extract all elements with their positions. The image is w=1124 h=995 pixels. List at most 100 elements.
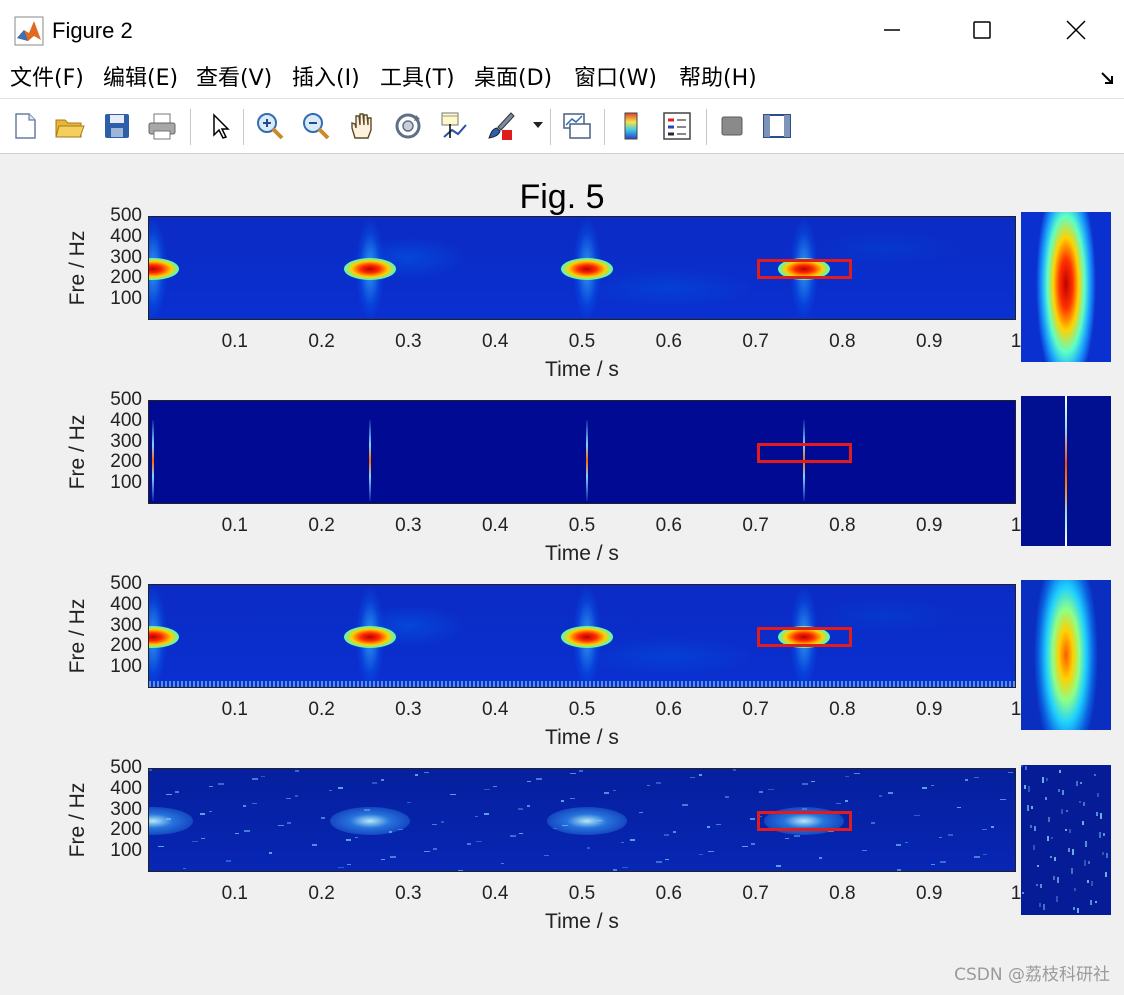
hide-plot-tools-button[interactable] [713,107,751,145]
noise-speck [294,770,299,772]
minimize-button[interactable] [846,0,938,60]
zoom-inset-4[interactable] [1021,765,1111,915]
y-axis-label: Fre / Hz [66,414,89,490]
noise-speck [776,865,781,867]
y-tick-label: 500 [110,573,142,594]
inset-speck [1025,765,1028,770]
inset-speck [1071,849,1074,856]
menu-window[interactable]: 窗口(W) [574,66,657,91]
y-tick-label: 300 [110,430,142,452]
brush-button[interactable] [482,107,520,145]
noise-speck [286,822,291,824]
inset-speck [1070,868,1073,875]
menu-view[interactable]: 查看(V) [196,66,273,91]
noise-speck [484,813,489,815]
menu-tools[interactable]: 工具(T) [380,66,455,91]
spectrogram-axes-3[interactable] [148,584,1016,688]
inset-speck [1096,793,1099,798]
save-icon [105,114,129,138]
highlight-box [756,258,853,280]
inset-speck [1093,773,1096,776]
inset-speck [1054,856,1057,861]
zoom-out-button[interactable] [297,107,335,145]
dock-arrow-icon[interactable] [1100,70,1116,86]
inset-speck [1072,907,1075,911]
noise-speck [888,792,893,794]
zoom-out-icon [303,113,330,140]
y-tick-label: 400 [110,593,142,615]
maximize-button[interactable] [936,0,1028,60]
y-tick-label: 100 [110,288,142,310]
inset-speck [1036,864,1039,867]
menu-bar: 文件(F) 编辑(E) 查看(V) 插入(I) 工具(T) 桌面(D) 窗口(W… [0,60,1124,99]
close-button[interactable] [1030,0,1122,60]
link-plot-button[interactable] [558,107,596,145]
data-cursor-button[interactable] [435,107,473,145]
zoom-in-icon [257,113,284,140]
save-button[interactable] [98,107,136,145]
menu-edit[interactable]: 编辑(E) [103,66,179,91]
noise-speck [312,844,317,846]
inset-speck [1105,853,1108,859]
figure-canvas: Fig. 5 500 400 300 200 100 0.1 0.2 0.3 0.4 0.5 0.6… [0,154,1124,995]
rotate-3d-button[interactable] [389,107,427,145]
noise-speck [896,844,901,846]
noise-speck [363,809,370,811]
noise-speck [561,824,568,827]
noise-speck [466,843,471,845]
spectrogram-axes-4[interactable] [148,768,1016,872]
menu-insert[interactable]: 插入(I) [292,66,360,91]
noise-speck [810,780,815,783]
print-button[interactable] [143,107,181,145]
show-plot-tools-button[interactable] [758,107,796,145]
x-tick-label: 1 [1010,515,1022,536]
menu-file[interactable]: 文件(F) [10,66,84,91]
x-tick-label: 0.7 [742,331,769,352]
noise-speck [226,860,231,862]
inset-speck [1022,892,1024,894]
y-tick-label: 300 [110,798,142,820]
open-file-button[interactable] [51,107,89,145]
y-tick-label: 500 [110,205,142,226]
watermark: CSDN @荔枝科研社 [954,965,1110,985]
x-tick-label: 0.2 [308,699,335,720]
x-tick-label: 1 [1010,699,1022,720]
inset-speck [1053,875,1056,880]
noise-speck [965,779,968,781]
spectrogram-axes-1[interactable] [148,216,1016,320]
zoom-inset-2[interactable] [1021,396,1111,546]
energy-peak-4 [778,626,831,648]
inset-speck [1046,836,1049,842]
zoom-in-button[interactable] [251,107,289,145]
zoom-inset-1[interactable] [1021,212,1111,362]
inset-speck [1101,852,1104,856]
menu-desktop[interactable]: 桌面(D) [474,66,553,91]
x-tick-label: 0.1 [221,699,248,720]
spectrogram-axes-2[interactable] [148,400,1016,504]
inset-speck [1090,899,1093,905]
noise-speck [750,818,755,820]
noise-speck [870,822,875,824]
zoom-inset-3[interactable] [1021,580,1111,730]
x-axis-label: Time / s [545,358,619,381]
figure-title: Fig. 5 [519,178,605,216]
y-tick-label: 400 [110,409,142,431]
insert-colorbar-button[interactable] [612,107,650,145]
noise-speck [149,769,152,771]
noise-speck [913,814,920,816]
highlight-box [756,810,853,832]
new-figure-button[interactable] [6,107,44,145]
pan-button[interactable] [343,107,381,145]
insert-legend-button[interactable] [658,107,696,145]
noise-speck [166,818,171,820]
noise-speck [561,800,564,802]
noise-speck [862,849,867,852]
noise-speck [191,840,198,842]
menu-help[interactable]: 帮助(H) [679,66,757,91]
brush-dropdown-icon[interactable] [532,120,544,130]
x-tick-label: 0.6 [655,515,682,536]
noise-speck [234,832,239,835]
noise-speck [587,847,590,849]
select-arrow-button[interactable] [200,107,238,145]
x-tick-label: 0.7 [742,883,769,904]
